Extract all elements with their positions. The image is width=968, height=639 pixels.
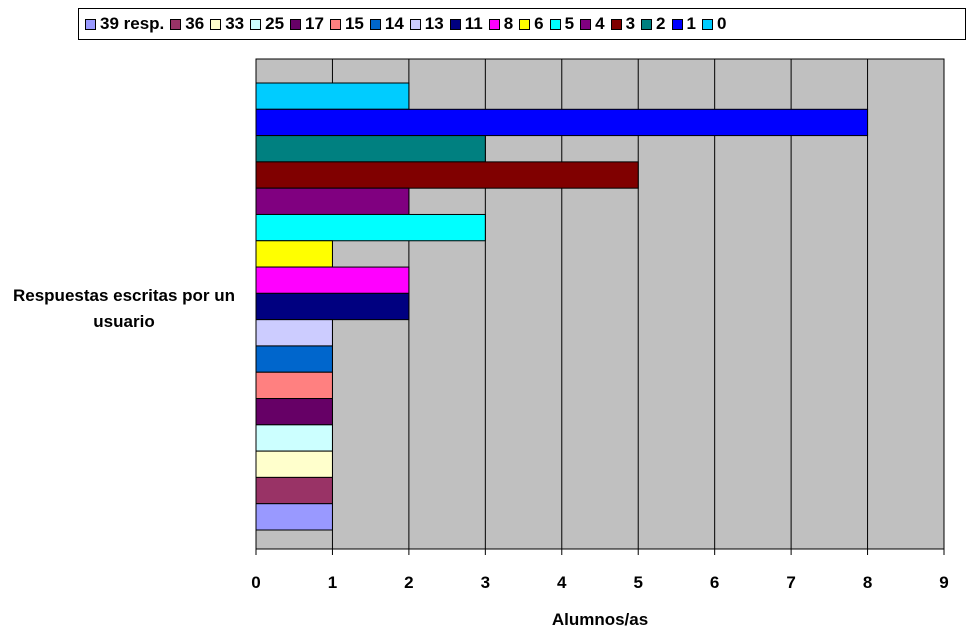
x-tick-label: 7 bbox=[786, 573, 795, 592]
legend-swatch bbox=[519, 18, 531, 30]
legend-item: 25 bbox=[250, 14, 284, 34]
legend-item: 11 bbox=[449, 14, 483, 34]
legend-item: 4 bbox=[580, 14, 605, 34]
x-tick-label: 1 bbox=[328, 573, 337, 592]
bar-17 bbox=[255, 398, 333, 426]
legend-label: 14 bbox=[384, 14, 404, 33]
legend-swatch bbox=[549, 18, 561, 30]
legend-swatch bbox=[671, 18, 683, 30]
legend-label: 17 bbox=[305, 14, 324, 33]
legend-label: 5 bbox=[564, 14, 575, 33]
legend-item: 0 bbox=[701, 14, 727, 34]
legend-swatch bbox=[85, 18, 96, 30]
legend-item: 14 bbox=[369, 14, 404, 34]
legend-swatch bbox=[409, 18, 421, 30]
legend-item: 3 bbox=[610, 14, 636, 34]
chart-legend: 39 resp. 36 33 25 17 15 14 13 11 8 6 5 4 3 2 1 0 bbox=[78, 8, 966, 40]
bar-4 bbox=[255, 187, 410, 215]
legend-swatch bbox=[210, 18, 222, 30]
legend-label: 36 bbox=[185, 14, 205, 33]
x-axis-title: Alumnos/as bbox=[551, 610, 649, 629]
x-tick-label: 4 bbox=[557, 573, 567, 592]
bar-0 bbox=[255, 82, 410, 110]
bar-33 bbox=[255, 450, 333, 478]
bar-25 bbox=[255, 424, 333, 452]
bar-39-resp bbox=[255, 503, 333, 531]
bar-13 bbox=[255, 319, 333, 347]
legend-item: 39 resp. bbox=[85, 14, 164, 34]
legend-swatch bbox=[329, 18, 341, 30]
legend-item: 33 bbox=[210, 14, 244, 34]
bar-2 bbox=[255, 135, 486, 163]
x-tick-label: 0 bbox=[251, 573, 260, 592]
x-tick-label: 6 bbox=[710, 573, 719, 592]
x-tick-label: 2 bbox=[404, 573, 413, 592]
bar-11 bbox=[255, 292, 410, 321]
legend-item: 17 bbox=[290, 14, 324, 34]
legend-label: 4 bbox=[595, 14, 605, 33]
bar-1 bbox=[255, 108, 869, 137]
legend-swatch bbox=[488, 18, 500, 30]
bar-14 bbox=[255, 345, 333, 373]
legend-item: 5 bbox=[549, 14, 575, 34]
legend-item: 13 bbox=[409, 14, 444, 34]
legend-label: 13 bbox=[424, 14, 444, 33]
legend-swatch bbox=[641, 18, 653, 30]
legend-item: 2 bbox=[641, 14, 666, 34]
legend-item: 8 bbox=[488, 14, 514, 34]
legend-swatch bbox=[369, 18, 381, 30]
x-tick-label: 5 bbox=[633, 573, 642, 592]
legend-item: 6 bbox=[519, 14, 544, 34]
x-tick-label: 3 bbox=[481, 573, 490, 592]
legend-swatch bbox=[580, 18, 592, 30]
bar-36 bbox=[255, 476, 333, 505]
legend-label: 39 resp. bbox=[100, 14, 165, 33]
legend-label: 6 bbox=[534, 14, 544, 33]
legend-label: 0 bbox=[716, 14, 727, 33]
legend-label: 25 bbox=[265, 14, 285, 33]
legend-label: 33 bbox=[225, 14, 245, 33]
x-tick-label: 8 bbox=[863, 573, 872, 592]
legend-swatch bbox=[701, 18, 713, 30]
legend-label: 2 bbox=[656, 14, 666, 33]
legend-item: 15 bbox=[329, 14, 364, 34]
legend-label: 8 bbox=[503, 14, 514, 33]
bar-5 bbox=[255, 213, 486, 242]
bar-8 bbox=[255, 266, 410, 294]
legend-label: 3 bbox=[625, 14, 636, 33]
legend-item: 36 bbox=[170, 14, 204, 34]
bar-15 bbox=[255, 371, 333, 400]
y-axis-title: Respuestas escritas por un usuario bbox=[12, 286, 236, 331]
bar-6 bbox=[255, 240, 333, 268]
legend-label: 1 bbox=[686, 14, 696, 33]
legend-swatch bbox=[449, 18, 461, 30]
legend-swatch bbox=[290, 18, 302, 30]
x-tick-label: 9 bbox=[939, 573, 948, 592]
legend-swatch bbox=[610, 18, 622, 30]
legend-item: 1 bbox=[671, 14, 696, 34]
legend-swatch bbox=[250, 18, 262, 30]
legend-label: 11 bbox=[464, 14, 483, 33]
bar-3 bbox=[255, 161, 639, 189]
legend-label: 15 bbox=[344, 14, 364, 33]
legend-swatch bbox=[170, 18, 182, 30]
